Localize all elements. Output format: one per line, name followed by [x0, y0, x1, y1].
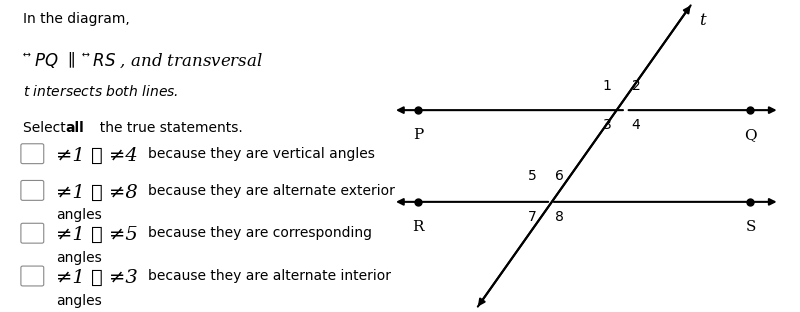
- Text: 2: 2: [632, 79, 641, 93]
- FancyBboxPatch shape: [21, 180, 44, 200]
- Text: Select: Select: [22, 121, 70, 135]
- Text: R: R: [412, 220, 424, 234]
- Text: angles: angles: [56, 208, 102, 222]
- Text: S: S: [746, 220, 756, 234]
- Text: 8: 8: [555, 210, 564, 224]
- Text: 4: 4: [632, 119, 641, 132]
- Text: 7: 7: [528, 210, 537, 224]
- Text: t: t: [699, 12, 706, 29]
- Text: $t$ intersects both lines.: $t$ intersects both lines.: [22, 84, 178, 99]
- Text: ≠1 ≅ ≠5: ≠1 ≅ ≠5: [56, 226, 138, 244]
- Text: 6: 6: [555, 169, 564, 183]
- Text: 5: 5: [528, 169, 537, 183]
- Text: because they are corresponding: because they are corresponding: [148, 226, 372, 240]
- Text: ≠1 ≅ ≠4: ≠1 ≅ ≠4: [56, 147, 138, 165]
- Text: 3: 3: [602, 119, 611, 132]
- Text: In the diagram,: In the diagram,: [22, 12, 130, 26]
- Text: ≠1 ≅ ≠8: ≠1 ≅ ≠8: [56, 183, 138, 202]
- Text: angles: angles: [56, 294, 102, 308]
- Text: angles: angles: [56, 251, 102, 265]
- Text: ≠1 ≅ ≠3: ≠1 ≅ ≠3: [56, 269, 138, 287]
- Text: the true statements.: the true statements.: [91, 121, 242, 135]
- FancyBboxPatch shape: [21, 266, 44, 286]
- Text: because they are vertical angles: because they are vertical angles: [148, 147, 375, 161]
- FancyBboxPatch shape: [21, 223, 44, 243]
- Text: Q: Q: [744, 129, 757, 143]
- Text: $\overleftrightarrow{PQ}$  ∥  $\overleftrightarrow{RS}$ , and transversal: $\overleftrightarrow{PQ}$ ∥ $\overleftri…: [22, 51, 262, 70]
- Text: P: P: [413, 129, 423, 143]
- Text: all: all: [65, 121, 84, 135]
- Text: because they are alternate interior: because they are alternate interior: [148, 269, 391, 283]
- Text: 1: 1: [602, 79, 611, 93]
- FancyBboxPatch shape: [21, 144, 44, 163]
- Text: because they are alternate exterior: because they are alternate exterior: [148, 183, 395, 197]
